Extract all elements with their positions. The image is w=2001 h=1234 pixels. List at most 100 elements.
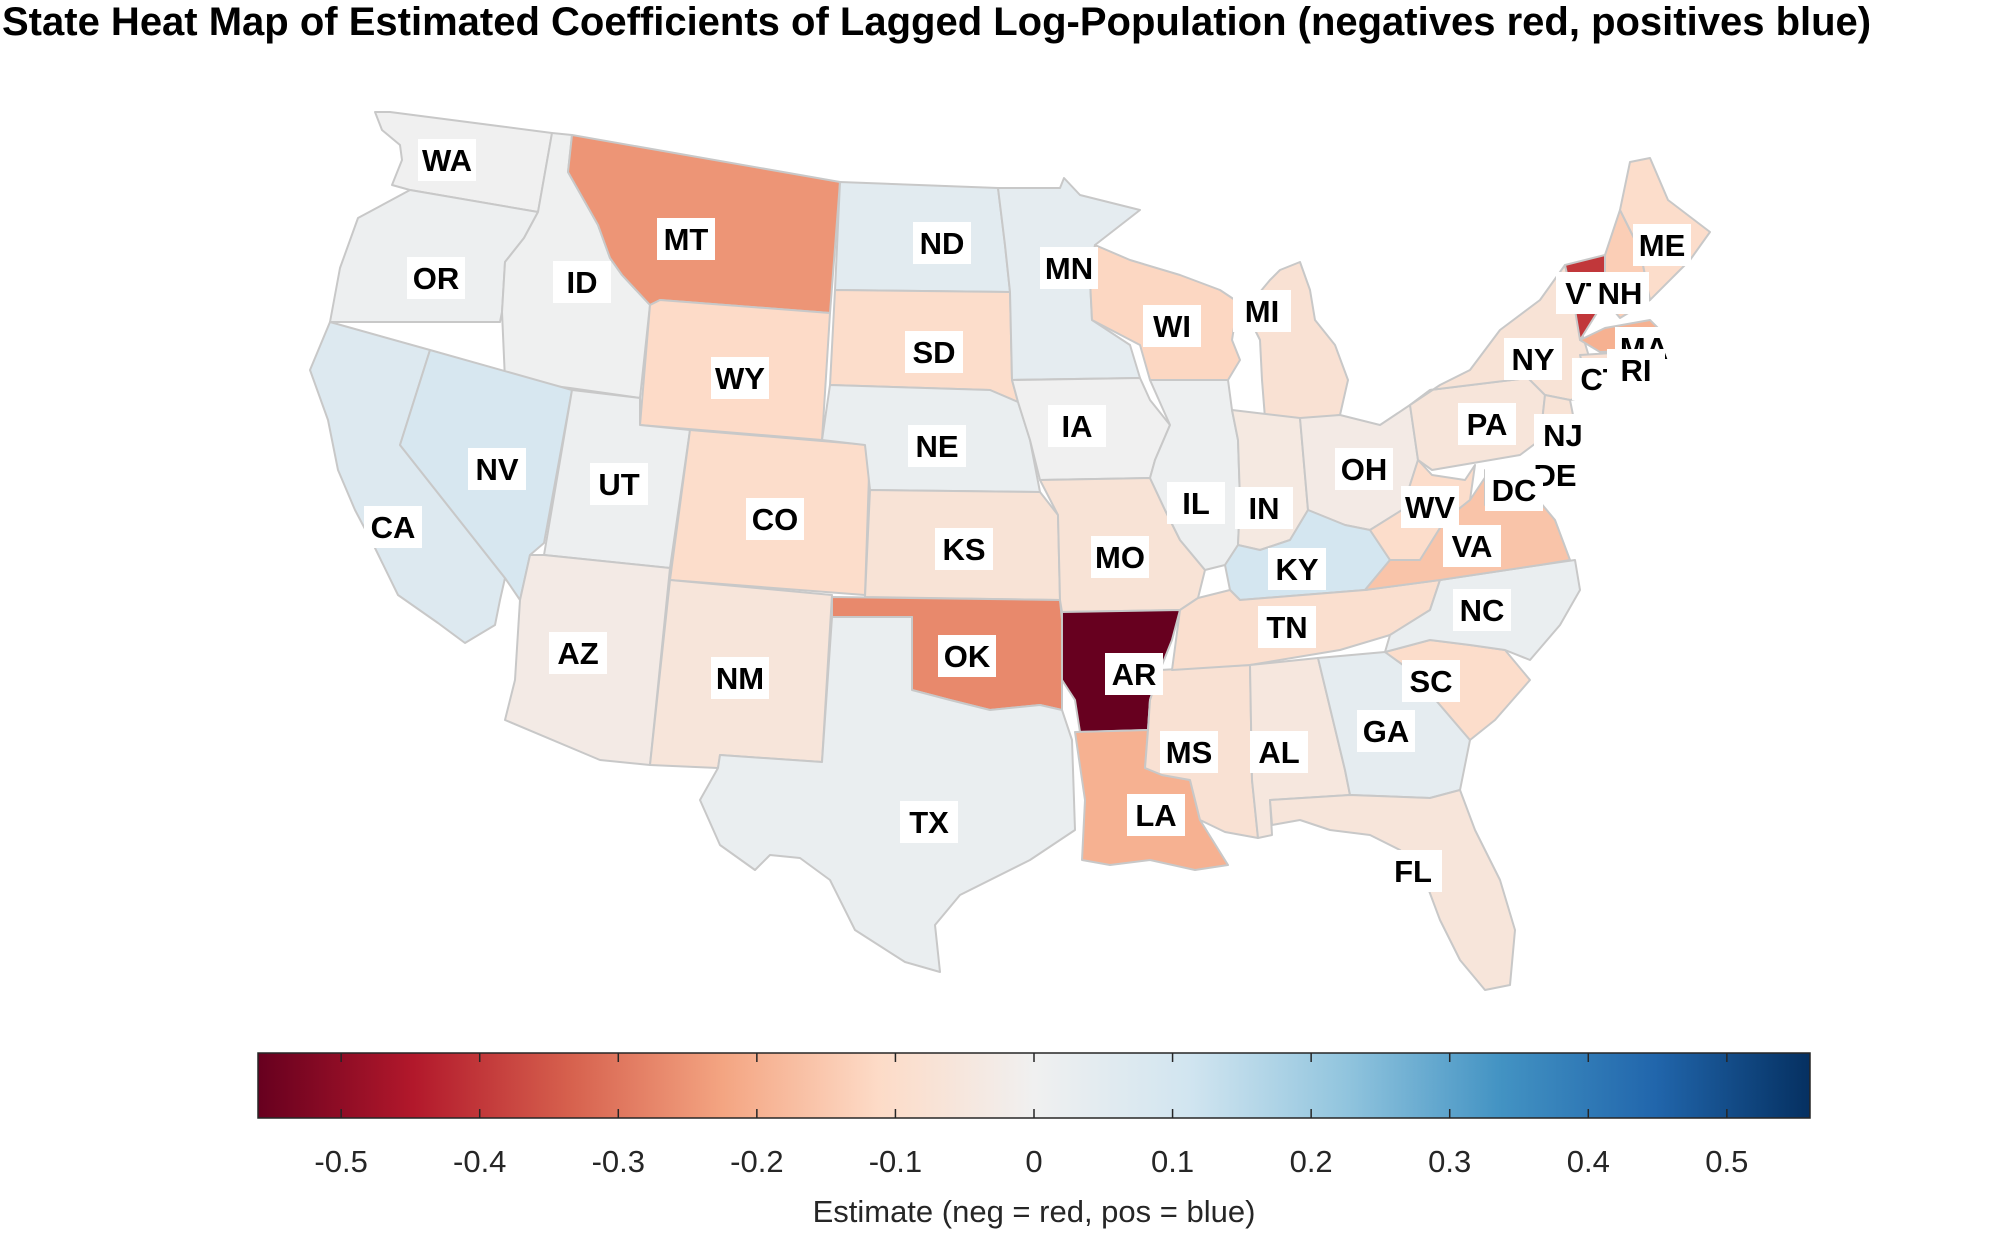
state-label-in: IN	[1249, 491, 1280, 526]
state-label-nj: NJ	[1543, 418, 1583, 453]
state-label-tx: TX	[909, 805, 949, 840]
state-label-bg	[711, 657, 769, 699]
colorbar-tick-label: 0.1	[1151, 1144, 1194, 1179]
state-label-bg	[938, 635, 996, 677]
state-label-wa: WA	[422, 143, 472, 178]
state-label-me: ME	[1639, 228, 1686, 263]
state-label-ne: NE	[915, 429, 958, 464]
state-label-bg	[1357, 710, 1415, 752]
state-label-bg	[1633, 224, 1691, 266]
state-label-bg	[1258, 606, 1316, 648]
state-label-bg	[1268, 548, 1326, 590]
state-label-mt: MT	[664, 222, 709, 257]
state-label-nv: NV	[475, 452, 518, 487]
state-label-bg	[1504, 338, 1562, 380]
state-label-bg	[1607, 349, 1665, 391]
state-label-bg	[657, 218, 715, 260]
colorbar-tick-label: -0.1	[869, 1144, 922, 1179]
state-label-nh: NH	[1598, 276, 1643, 311]
state-label-bg	[1458, 403, 1516, 445]
state-label-bg	[1402, 660, 1460, 702]
colorbar-tick-label: 0.2	[1290, 1144, 1333, 1179]
colorbar-tick-label: 0.4	[1567, 1144, 1610, 1179]
state-fl	[1269, 789, 1516, 991]
colorbar	[257, 1052, 1811, 1119]
state-label-bg	[553, 261, 611, 303]
state-label-id: ID	[567, 265, 598, 300]
state-label-pa: PA	[1467, 407, 1508, 442]
colorbar-ticks: -0.5 -0.4 -0.3 -0.2 -0.1 0 0.1 0.2 0.3 0.4 0.5	[314, 1053, 1748, 1179]
state-label-ia: IA	[1062, 409, 1093, 444]
state-label-bg	[1167, 482, 1225, 524]
colorbar-tick-label: 0.5	[1705, 1144, 1748, 1179]
chart-title: State Heat Map of Estimated Coefficients…	[2, 0, 1872, 44]
state-label-sc: SC	[1409, 664, 1452, 699]
state-labels: WA OR CA ID NV MT WY UT AZ CO NM ND SD NE KS OK TX MN IA MO…	[364, 139, 1691, 892]
state-label-bg	[418, 139, 476, 181]
state-label-bg	[1040, 247, 1098, 289]
state-label-dc: DC	[1492, 473, 1537, 508]
state-label-sd: SD	[912, 335, 955, 370]
state-label-bg	[913, 222, 971, 264]
state-label-bg	[468, 448, 526, 490]
state-label-bg	[1233, 290, 1291, 332]
state-label-nm: NM	[716, 661, 764, 696]
state-label-wy: WY	[715, 361, 765, 396]
state-label-bg	[364, 506, 422, 548]
state-label-ri: RI	[1621, 353, 1652, 388]
colorbar-tick-label: -0.2	[730, 1144, 783, 1179]
state-label-bg	[407, 257, 465, 299]
state-label-bg	[1443, 525, 1501, 567]
state-label-bg	[1534, 414, 1592, 456]
state-label-or: OR	[413, 261, 460, 296]
state-label-tn: TN	[1266, 610, 1307, 645]
state-label-bg	[1485, 469, 1543, 511]
colorbar-tick-label: -0.3	[592, 1144, 645, 1179]
state-label-mo: MO	[1095, 540, 1145, 575]
state-label-bg	[1250, 731, 1308, 773]
state-label-bg	[935, 528, 993, 570]
state-label-mi: MI	[1245, 294, 1279, 329]
state-label-bg	[746, 498, 804, 540]
state-tx	[699, 616, 1076, 973]
state-label-ok: OK	[944, 639, 991, 674]
state-label-mn: MN	[1045, 251, 1093, 286]
state-label-ky: KY	[1275, 552, 1318, 587]
state-label-ca: CA	[371, 510, 416, 545]
state-label-la: LA	[1135, 798, 1176, 833]
colorbar-tick-label: -0.5	[314, 1144, 367, 1179]
state-label-nc: NC	[1460, 593, 1505, 628]
state-label-az: AZ	[557, 636, 598, 671]
colorbar-label: Estimate (neg = red, pos = blue)	[813, 1194, 1256, 1229]
state-label-bg	[1453, 589, 1511, 631]
state-label-bg	[1105, 653, 1163, 695]
state-label-bg	[711, 357, 769, 399]
state-label-ks: KS	[942, 532, 985, 567]
state-label-va: VA	[1452, 529, 1493, 564]
state-label-bg	[1143, 305, 1201, 347]
state-label-ms: MS	[1166, 735, 1213, 770]
state-label-il: IL	[1182, 486, 1210, 521]
state-label-bg	[1127, 794, 1185, 836]
state-label-ny: NY	[1511, 342, 1554, 377]
state-label-bg	[1160, 731, 1218, 773]
state-label-wi: WI	[1153, 309, 1191, 344]
state-label-bg	[1048, 405, 1106, 447]
state-label-oh: OH	[1341, 452, 1388, 487]
state-label-bg	[900, 801, 958, 843]
state-label-bg	[1235, 487, 1293, 529]
state-mi	[1244, 261, 1349, 421]
state-label-ut: UT	[598, 467, 639, 502]
state-label-bg	[905, 331, 963, 373]
state-label-ar: AR	[1112, 657, 1157, 692]
state-label-bg	[1091, 536, 1149, 578]
state-label-bg	[590, 463, 648, 505]
colorbar-tick-label: -0.4	[453, 1144, 506, 1179]
state-label-ga: GA	[1363, 714, 1410, 749]
state-label-bg	[908, 425, 966, 467]
state-label-bg	[1335, 448, 1393, 490]
colorbar-tick-label: 0	[1025, 1144, 1042, 1179]
state-label-bg	[1401, 486, 1459, 528]
colorbar-tick-label: 0.3	[1428, 1144, 1471, 1179]
